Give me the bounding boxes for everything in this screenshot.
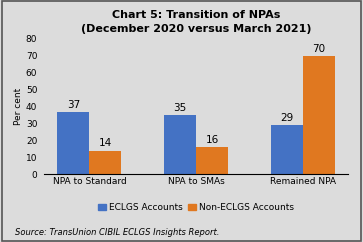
Bar (57, 112, 89, 174)
Text: 37: 37 (67, 99, 80, 110)
Text: 16: 16 (205, 135, 219, 145)
Text: Chart 5: Transition of NPAs: Chart 5: Transition of NPAs (112, 10, 280, 20)
Text: 35: 35 (174, 103, 187, 113)
Text: 29: 29 (280, 113, 293, 123)
Text: (December 2020 versus March 2021): (December 2020 versus March 2021) (81, 24, 311, 34)
Legend: ECLGS Accounts, Non-ECLGS Accounts: ECLGS Accounts, Non-ECLGS Accounts (94, 199, 298, 216)
Bar (303, 56, 335, 174)
Bar (271, 125, 303, 174)
Y-axis label: Per cent: Per cent (14, 88, 23, 125)
Bar (89, 151, 121, 174)
Text: 70: 70 (312, 44, 325, 54)
Bar (196, 147, 228, 174)
Bar (164, 115, 196, 174)
Text: Source: TransUnion CIBIL ECLGS Insights Report.: Source: TransUnion CIBIL ECLGS Insights … (15, 228, 219, 237)
Text: 14: 14 (99, 138, 112, 149)
